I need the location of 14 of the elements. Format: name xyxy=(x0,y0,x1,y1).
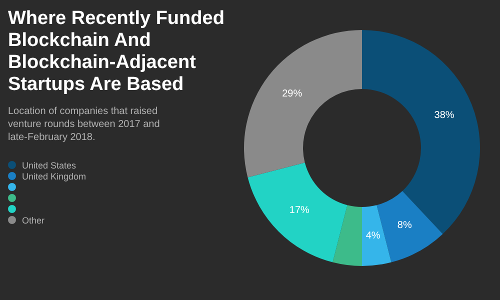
donut-slice xyxy=(248,162,348,262)
legend-label: United Kingdom xyxy=(22,172,86,182)
data-label: 4% xyxy=(366,230,380,242)
text: Location of companies that raised venture rounds between 2017 and late-February 2018. xyxy=(8,106,160,143)
legend-label: Other xyxy=(22,216,45,226)
data-label: 17% xyxy=(289,205,310,216)
data-label: 29% xyxy=(282,88,302,100)
donut-slice xyxy=(362,205,392,266)
text: Where Recently Funded Blockchain And Blockchain-Adjacent Startups Are Based xyxy=(8,8,224,95)
legend-label: United States xyxy=(22,160,77,170)
data-label: 8% xyxy=(397,220,412,232)
donut-slice xyxy=(244,30,362,178)
donut-slice xyxy=(332,205,362,266)
data-label: 38% xyxy=(434,110,454,122)
